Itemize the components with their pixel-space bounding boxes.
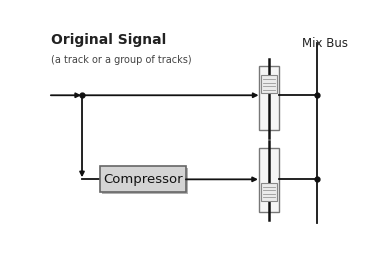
Bar: [261, 75, 277, 93]
Bar: [262, 184, 278, 202]
Bar: [262, 76, 278, 94]
Text: Compressor: Compressor: [103, 173, 183, 186]
Text: Mix Bus: Mix Bus: [302, 37, 348, 50]
Text: Original Signal: Original Signal: [51, 33, 166, 47]
Bar: [261, 183, 277, 201]
Bar: [259, 148, 280, 212]
Bar: [259, 66, 280, 130]
FancyBboxPatch shape: [101, 168, 188, 194]
FancyBboxPatch shape: [100, 166, 186, 192]
Text: (a track or a group of tracks): (a track or a group of tracks): [51, 55, 192, 65]
